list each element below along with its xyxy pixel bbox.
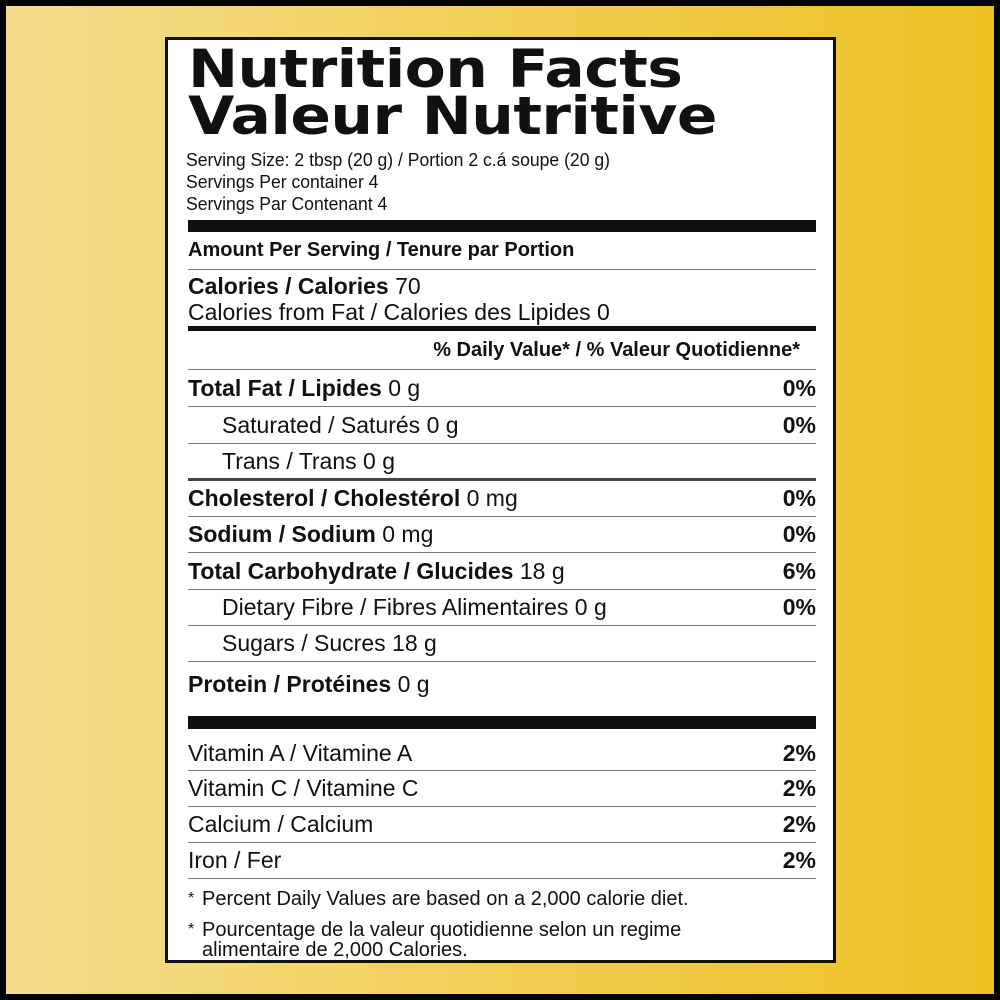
nutrient-amount: 0 g [397, 670, 430, 697]
nutrient-row: Cholesterol / Cholestérol 0 mg 0% [188, 481, 816, 517]
amount-per-serving: Amount Per Serving / Tenure par Portion [188, 232, 816, 270]
vitamin-row: Iron / Fer 2% [188, 843, 816, 879]
calories-value: 70 [395, 273, 421, 299]
vitamin-dv: 2% [782, 740, 816, 766]
nutrient-amount: 0 g [574, 594, 607, 620]
nutrient-dv: 0% [782, 594, 816, 620]
vitamin-dv: 2% [782, 811, 816, 837]
nutrition-facts-label: Nutrition Facts Valeur Nutritive Serving… [165, 37, 836, 963]
servings-per-container: Servings Per container 4 [186, 171, 379, 192]
serving-size: Serving Size: 2 tbsp (20 g) / Portion 2 … [186, 149, 610, 170]
nutrient-row: Total Fat / Lipides 0 g 0% [188, 370, 816, 407]
title-french: Valeur Nutritive [188, 86, 717, 147]
nutrient-name: Sugars / Sucres 18 g [222, 630, 437, 656]
vitamin-name: Calcium / Calcium [188, 811, 374, 837]
nutrient-amount: 0 g [363, 447, 396, 474]
footnote-french-2: alimentaire de 2,000 Calories. [202, 939, 468, 961]
vitamin-name: Iron / Fer [188, 847, 282, 873]
vitamin-dv: 2% [782, 775, 816, 801]
nutrient-name: Cholesterol / Cholestérol 0 mg [188, 485, 518, 511]
footnote-french-1: Pourcentage de la valeur quotidienne sel… [202, 919, 682, 941]
title-english: Nutrition Facts [188, 39, 683, 100]
calories-from-fat: Calories from Fat / Calories des Lipides… [188, 299, 610, 325]
nutrient-dv: 0% [782, 374, 816, 401]
amount-header-text: Amount Per Serving / Tenure par Portion [188, 239, 575, 261]
nutrient-name: Trans / Trans 0 g [222, 447, 396, 474]
nutrient-name: Total Fat / Lipides 0 g [188, 374, 421, 401]
vitamin-name: Vitamin A / Vitamine A [188, 740, 413, 766]
vitamin-dv: 2% [782, 847, 816, 873]
nutrient-dv: 0% [782, 485, 816, 511]
calories-label: Calories / Calories [188, 273, 389, 299]
nutrient-name: Protein / Protéines 0 g [188, 670, 430, 697]
nutrient-row: Total Carbohydrate / Glucides 18 g 6% [188, 553, 816, 590]
nutrient-amount: 0 g [426, 411, 459, 438]
nutrient-dv: 6% [782, 557, 816, 584]
nutrient-row: Saturated / Saturés 0 g 0% [188, 407, 816, 444]
nutrient-row: Sugars / Sucres 18 g [188, 626, 816, 662]
nutrient-amount: 0 mg [382, 521, 434, 547]
divider-thick [188, 220, 816, 232]
nutrient-dv: 0% [782, 521, 816, 547]
nutrient-name: Saturated / Saturés 0 g [222, 411, 459, 438]
vitamin-row: Calcium / Calcium 2% [188, 807, 816, 843]
nutrient-amount: 0 mg [466, 485, 518, 511]
nutrient-amount: 18 g [392, 630, 437, 656]
asterisk: * [188, 921, 195, 938]
nutrient-row: Protein / Protéines 0 g [188, 662, 816, 706]
nutrient-amount: 0 g [388, 374, 421, 401]
vitamin-name: Vitamin C / Vitamine C [188, 775, 419, 801]
daily-value-header: % Daily Value* / % Valeur Quotidienne* [188, 331, 816, 370]
nutrient-name: Dietary Fibre / Fibres Alimentaires 0 g [222, 594, 607, 620]
nutrient-amount: 18 g [519, 557, 565, 584]
nutrient-name: Sodium / Sodium 0 mg [188, 521, 434, 547]
dv-header-text: % Daily Value* / % Valeur Quotidienne* [433, 338, 800, 361]
nutrient-dv: 0% [782, 411, 816, 438]
asterisk: * [188, 890, 195, 907]
nutrient-row: Trans / Trans 0 g [188, 444, 816, 481]
nutrient-row: Sodium / Sodium 0 mg 0% [188, 517, 816, 553]
calories-block: Calories / Calories 70 Calories from Fat… [188, 270, 816, 331]
vitamin-row: Vitamin A / Vitamine A 2% [188, 729, 816, 771]
nutrient-name: Total Carbohydrate / Glucides 18 g [188, 557, 565, 584]
divider-thick [188, 716, 816, 729]
vitamin-row: Vitamin C / Vitamine C 2% [188, 771, 816, 807]
footnote-english: Percent Daily Values are based on a 2,00… [202, 888, 689, 910]
footnotes: * Percent Daily Values are based on a 2,0… [188, 889, 816, 960]
servings-par-contenant: Servings Par Contenant 4 [186, 193, 388, 214]
